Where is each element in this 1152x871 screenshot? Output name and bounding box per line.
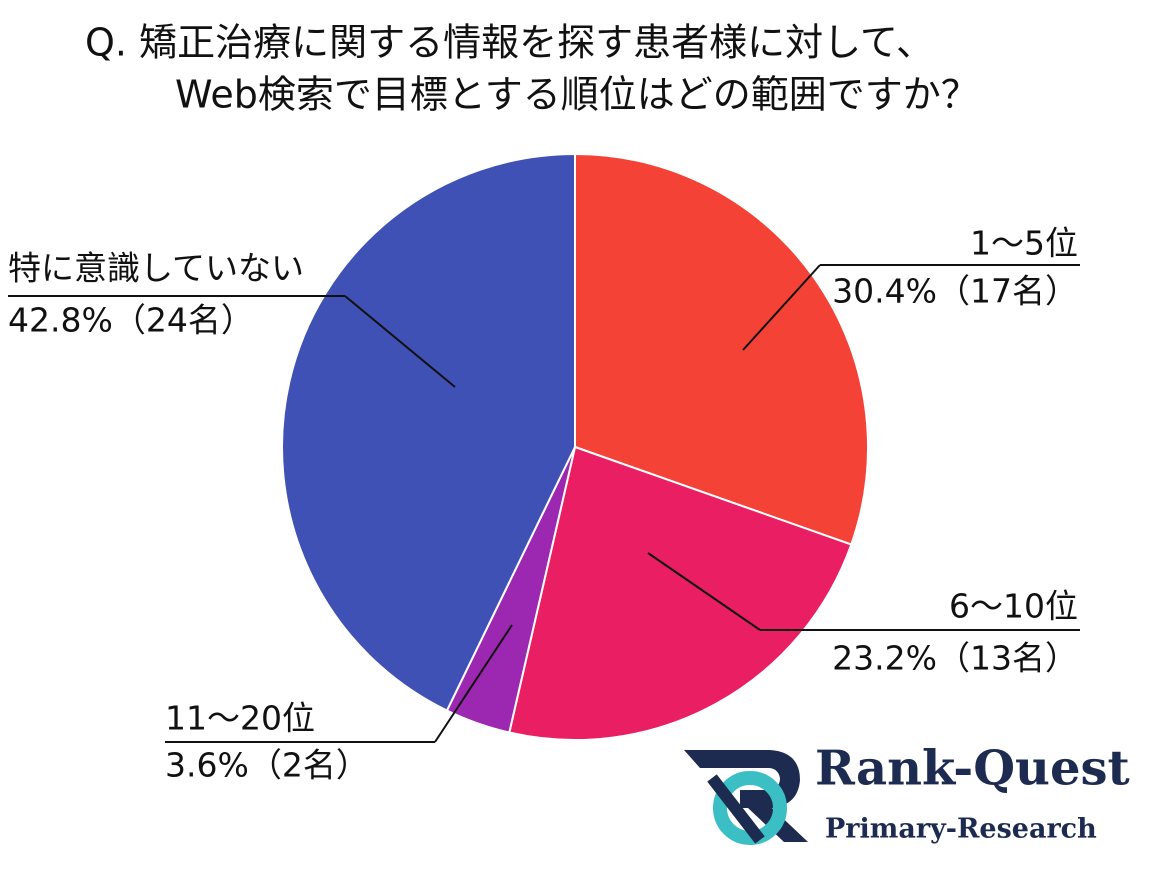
leader-line — [647, 552, 761, 631]
logo-icon — [707, 774, 765, 844]
logo: Rank-Quest Primary-Research — [684, 741, 1130, 845]
slice-label: 特に意識していない — [8, 249, 304, 288]
leader-line — [344, 295, 456, 388]
logo-name: Rank-Quest — [815, 741, 1130, 797]
value-label: 23.2%（13名） — [832, 639, 1078, 678]
chart-title: Q. 矯正治療に関する情報を探す患者様に対して、 — [85, 21, 934, 65]
pie-slice — [281, 152, 576, 712]
slice-label: 1～5位 — [970, 224, 1078, 263]
logo-tagline: Primary-Research — [825, 814, 1097, 845]
slice-label: 6～10位 — [949, 587, 1078, 626]
pie-slice — [574, 152, 869, 546]
pie-slice — [508, 445, 853, 741]
value-label: 3.6%（2名） — [165, 746, 369, 785]
value-label: 30.4%（17名） — [832, 272, 1078, 311]
leader-line — [434, 624, 513, 743]
leader-line — [742, 264, 821, 351]
slice-label: 11～20位 — [165, 699, 315, 738]
chart-title: Web検索で目標とする順位はどの範囲ですか？ — [175, 73, 979, 117]
value-label: 42.8%（24名） — [8, 301, 254, 340]
logo-icon — [713, 771, 787, 845]
